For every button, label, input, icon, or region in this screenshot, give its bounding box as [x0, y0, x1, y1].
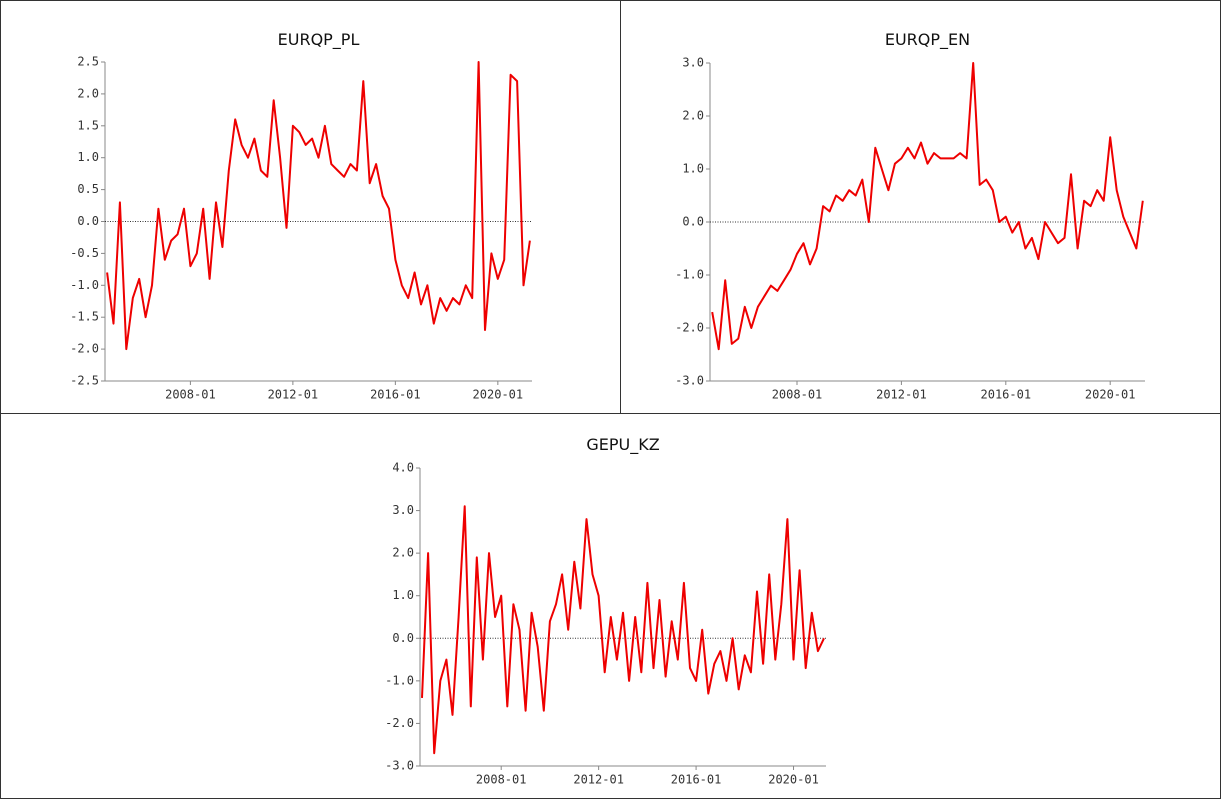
- x-tick-label: 2016-01: [981, 388, 1032, 402]
- series-line: [711, 62, 1144, 351]
- y-tick-label: 0.0: [77, 214, 99, 228]
- y-tick-label: 1.0: [682, 162, 704, 176]
- chart-title: EURQP_PL: [278, 30, 360, 50]
- y-tick-label: 0.0: [682, 215, 704, 229]
- series-line: [421, 505, 825, 755]
- y-tick-label: 3.0: [392, 503, 414, 517]
- y-tick-label: 2.0: [392, 546, 414, 560]
- y-tick-label: -3.0: [385, 759, 414, 773]
- y-tick-label: -0.5: [70, 246, 99, 260]
- x-tick-label: 2016-01: [370, 388, 421, 402]
- y-tick-label: 2.5: [77, 55, 99, 69]
- x-tick-label: 2012-01: [573, 773, 624, 787]
- series-line: [106, 61, 531, 351]
- y-tick-label: -2.0: [70, 342, 99, 356]
- x-tick-label: 2012-01: [876, 388, 927, 402]
- y-tick-label: -2.0: [675, 321, 704, 335]
- x-tick-label: 2020-01: [768, 773, 819, 787]
- y-tick-label: -2.0: [385, 716, 414, 730]
- y-tick-label: 0.0: [392, 631, 414, 645]
- x-tick-label: 2012-01: [268, 388, 319, 402]
- y-tick-label: 1.0: [392, 588, 414, 602]
- y-tick-label: 4.0: [392, 461, 414, 475]
- y-tick-label: -1.0: [675, 268, 704, 282]
- y-tick-label: 0.5: [77, 182, 99, 196]
- x-tick-label: 2008-01: [165, 388, 216, 402]
- x-tick-label: 2008-01: [772, 388, 823, 402]
- y-tick-label: -1.0: [70, 278, 99, 292]
- y-tick-label: 2.0: [77, 86, 99, 100]
- y-tick-label: -1.0: [385, 673, 414, 687]
- y-tick-label: -3.0: [675, 374, 704, 388]
- x-tick-label: 2008-01: [476, 773, 527, 787]
- x-tick-label: 2020-01: [1085, 388, 1136, 402]
- y-tick-label: 1.0: [77, 150, 99, 164]
- y-tick-label: 1.5: [77, 118, 99, 132]
- y-tick-label: 3.0: [682, 56, 704, 70]
- y-tick-label: -1.5: [70, 310, 99, 324]
- y-tick-label: 2.0: [682, 109, 704, 123]
- chart-title: GEPU_KZ: [586, 435, 659, 455]
- x-tick-label: 2016-01: [671, 773, 722, 787]
- chart-title: EURQP_EN: [885, 30, 970, 50]
- x-tick-label: 2020-01: [473, 388, 524, 402]
- y-tick-label: -2.5: [70, 374, 99, 388]
- panel-border: [0, 413, 1221, 799]
